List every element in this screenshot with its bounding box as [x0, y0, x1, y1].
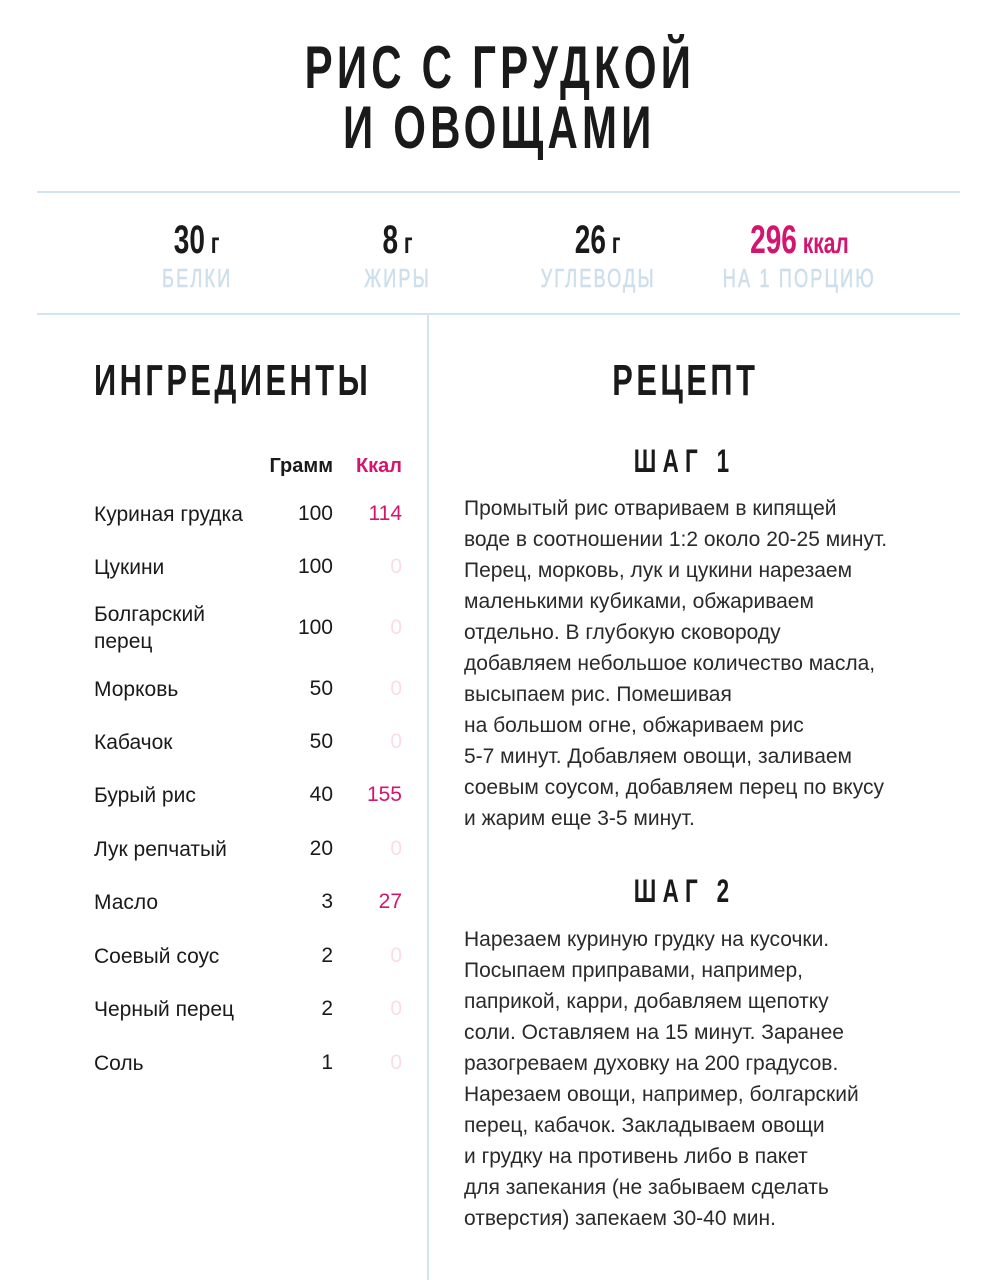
nutrition-label: ЖИРЫ	[364, 263, 432, 294]
kcal: 0	[390, 997, 402, 1020]
grams: 50	[309, 730, 333, 753]
kcal: 0	[390, 616, 402, 639]
step-text: паприкой, карри, добавляем щепотку	[464, 990, 829, 1013]
text-box: 296 ккал	[649, 218, 949, 271]
amount: 8	[382, 218, 399, 262]
grams: 100	[297, 616, 333, 639]
kcal: 0	[390, 1051, 402, 1074]
text-box: БЕЛКИ	[47, 262, 347, 299]
kcal: 0	[390, 555, 402, 578]
ingredient-name: Кабачок	[94, 730, 173, 754]
text-box: УГЛЕВОДЫ	[448, 262, 748, 299]
text-box: 26 г	[448, 218, 748, 271]
text-box: НА 1 ПОРЦИЮ	[649, 262, 949, 299]
text-box: ЖИРЫ	[248, 262, 548, 299]
step-title: ШАГ 2	[634, 873, 736, 909]
title-line: РИС С ГРУДКОЙ	[304, 34, 695, 101]
divider	[37, 313, 960, 315]
text-box: ШАГ 2	[428, 867, 942, 922]
step-text: для запекания (не забываем сделать	[464, 1176, 829, 1199]
ingredient-name: Болгарский перец	[94, 603, 205, 653]
nutrition-value: 30 г	[174, 218, 220, 271]
unit: г	[606, 227, 621, 260]
nutrition-value: 8 г	[383, 218, 413, 271]
step-text: отдельно. В глубокую сковороду	[464, 621, 781, 644]
step-text: перец, кабачок. Закладываем овощи	[464, 1114, 825, 1137]
grams: 2	[321, 944, 333, 967]
nutrition-value: 296 ккал	[750, 218, 849, 271]
step-text: отверстия) запекаем 30-40 мин.	[464, 1207, 776, 1230]
kcal: 0	[390, 730, 402, 753]
step-text: Посыпаем приправами, например,	[464, 959, 804, 982]
text-box: 8 г	[248, 218, 548, 271]
ingredient-name: Соль	[94, 1051, 144, 1075]
step-text: воде в соотношении 1:2 около 20-25 минут…	[464, 528, 888, 551]
title-line: И ОВОЩАМИ	[343, 94, 656, 161]
step-text: Перец, морковь, лук и цукини нарезаем	[464, 559, 853, 582]
section-heading: ИНГРЕДИЕНТЫ	[94, 356, 372, 405]
divider	[37, 191, 960, 193]
section-heading: РЕЦЕПТ	[611, 356, 759, 405]
grams: 40	[309, 783, 333, 806]
ingredient-name: Куриная грудка	[94, 502, 243, 526]
unit: г	[205, 227, 220, 260]
step-text: на большом огне, обжариваем рис	[464, 714, 804, 737]
step-text: Нарезаем куриную грудку на кусочки.	[464, 928, 830, 951]
column-header: Грамм	[269, 455, 333, 477]
amount: 30	[174, 218, 206, 262]
text-box: ИНГРЕДИЕНТЫ	[94, 356, 490, 416]
grams: 2	[321, 997, 333, 1020]
kcal: 0	[390, 944, 402, 967]
kcal: 155	[366, 783, 402, 806]
grams: 100	[297, 555, 333, 578]
step-text: и грудку на противень либо в пакет	[464, 1145, 808, 1168]
nutrition-label: НА 1 ПОРЦИЮ	[722, 263, 876, 294]
step-title: ШАГ 1	[634, 443, 736, 479]
ingredient-name: Черный перец	[94, 997, 235, 1021]
step-text: и жарим еще 3-5 минут.	[464, 807, 695, 830]
nutrition-label: БЕЛКИ	[161, 263, 233, 294]
step-text: разогреваем духовку на 200 градусов.	[464, 1052, 839, 1075]
ingredient-name: Масло	[94, 890, 159, 914]
ingredient-name: Лук репчатый	[94, 837, 227, 861]
text-box: РИС С ГРУДКОЙ	[0, 38, 999, 114]
text-box: ШАГ 1	[428, 437, 942, 492]
ingredient-name: Цукини	[94, 555, 165, 579]
ingredient-name: Соевый соус	[94, 944, 220, 968]
step-text: Нарезаем овощи, например, болгарский	[464, 1083, 859, 1106]
amount: 26	[575, 218, 607, 262]
grams: 50	[309, 677, 333, 700]
text-box: 30 г	[47, 218, 347, 271]
step-text: Промытый рис отвариваем в кипящей	[464, 497, 837, 520]
unit: ккал	[796, 227, 849, 260]
kcal: 27	[378, 890, 402, 913]
text-box: РЕЦЕПТ	[428, 356, 942, 416]
unit: г	[398, 227, 414, 260]
divider	[427, 314, 429, 1280]
step-text: высыпаем рис. Помешивая	[464, 683, 732, 706]
column-header: Ккал	[355, 455, 402, 477]
text-box: И ОВОЩАМИ	[0, 98, 999, 174]
step-text: соевым соусом, добавляем перец по вкусу	[464, 776, 884, 799]
ingredient-name: Бурый рис	[94, 783, 196, 807]
step-text: маленькими кубиками, обжариваем	[464, 590, 814, 613]
grams: 20	[309, 837, 333, 860]
step-text: добавляем небольшое количество масла,	[464, 652, 876, 675]
ingredient-name: Морковь	[94, 677, 179, 701]
kcal: 114	[368, 502, 402, 525]
grams: 100	[297, 502, 333, 525]
grams: 3	[321, 890, 333, 913]
nutrition-label: УГЛЕВОДЫ	[540, 263, 656, 294]
kcal: 0	[390, 677, 402, 700]
nutrition-value: 26 г	[575, 218, 621, 271]
grams: 1	[321, 1051, 333, 1074]
step-text: соли. Оставляем на 15 минут. Заранее	[464, 1021, 844, 1044]
amount: 296	[749, 218, 797, 262]
step-text: 5-7 минут. Добавляем овощи, заливаем	[464, 745, 852, 768]
kcal: 0	[390, 837, 402, 860]
